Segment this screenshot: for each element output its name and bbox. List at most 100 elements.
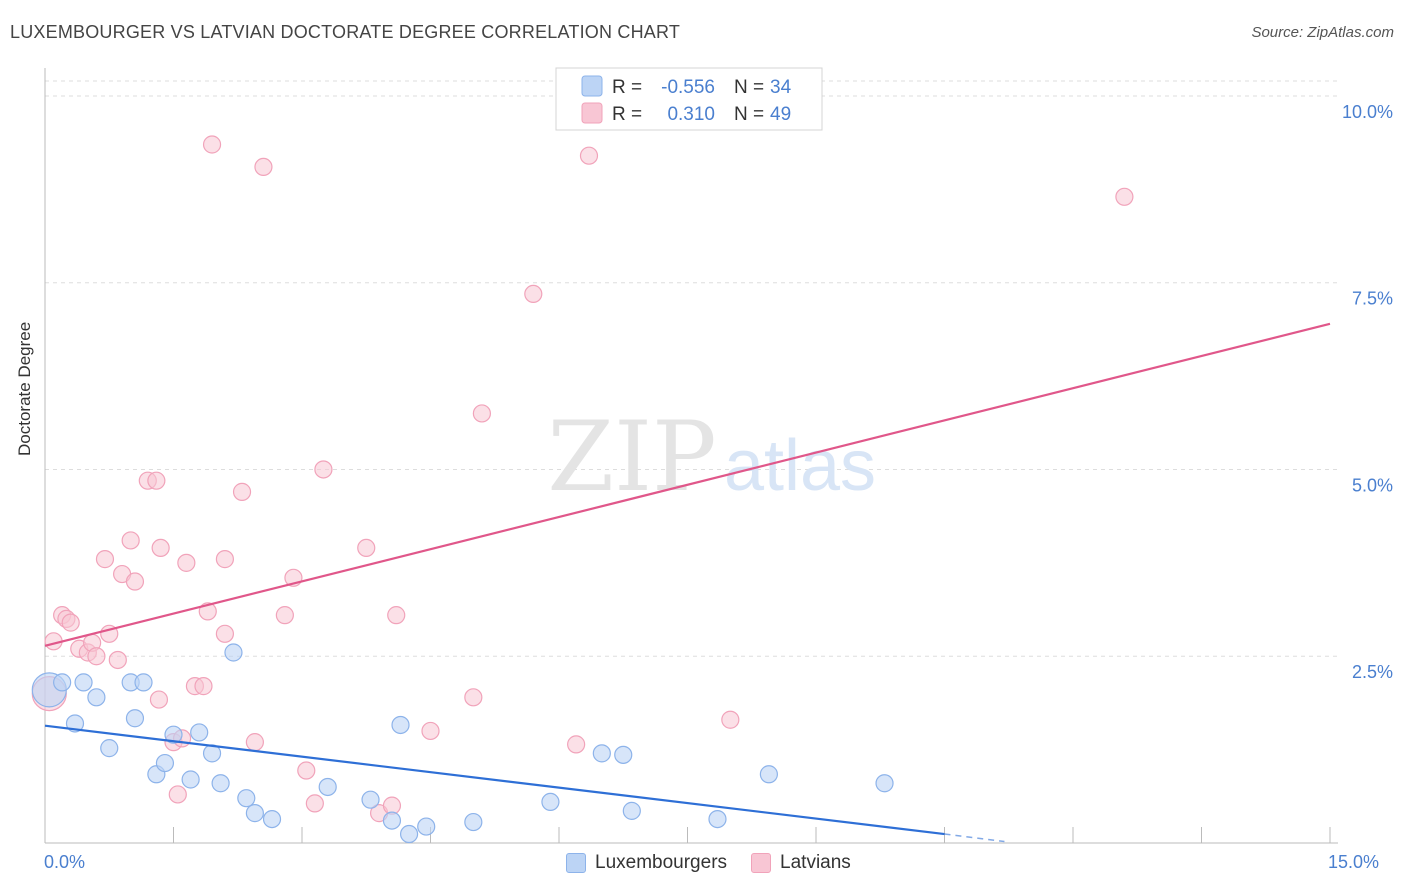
latvian-point: [125, 572, 145, 591]
watermark-zip: ZIP: [547, 401, 716, 513]
latvian-point: [579, 146, 599, 165]
luxembourger-point: [391, 715, 410, 735]
legend-label: Luxembourgers: [595, 852, 728, 873]
latvian-point: [215, 624, 234, 643]
latvian-point: [202, 135, 222, 154]
luxembourger-point: [417, 817, 436, 836]
y-tick-label: 10.0%: [1342, 102, 1393, 122]
latvian-point: [168, 785, 187, 804]
legend-item-luxembourgers[interactable]: Luxembourgers: [566, 852, 727, 874]
y-tick-label: 7.5%: [1352, 289, 1393, 309]
luxembourger-point: [164, 725, 183, 744]
stats-n-value: 49: [770, 104, 791, 125]
gridlines: [45, 80, 1338, 657]
watermark-atlas: atlas: [724, 426, 876, 506]
luxembourger-point: [759, 765, 778, 784]
latvian-point: [194, 677, 213, 696]
latvian-point: [275, 606, 294, 625]
latvian-point: [297, 761, 316, 780]
latvians-trend-line: [44, 322, 1331, 647]
y-axis-label: Doctorate Degree: [15, 321, 34, 456]
latvian-point: [421, 721, 440, 741]
latvian-point: [721, 710, 740, 729]
luxembourger-point: [464, 812, 483, 832]
luxembourger-point: [318, 777, 337, 797]
luxembourger-point: [614, 745, 633, 764]
latvian-point: [151, 538, 170, 558]
stats-n-value: 34: [770, 77, 792, 98]
latvian-point: [61, 613, 80, 632]
latvian-point: [215, 550, 234, 569]
luxembourgers-trend-line: [44, 724, 945, 836]
x-tick-label-min: 0.0%: [44, 852, 86, 872]
stats-swatch-pink: [581, 102, 603, 124]
latvian-point: [177, 553, 196, 572]
luxembourger-point: [399, 824, 419, 844]
latvian-point: [108, 650, 127, 670]
luxembourger-point: [190, 723, 209, 742]
luxembourger-point: [211, 774, 230, 793]
luxembourger-point: [125, 709, 145, 728]
luxembourger-point: [592, 744, 611, 763]
stats-n-label: N =: [734, 77, 764, 98]
luxembourger-point: [224, 643, 243, 662]
axes: [44, 68, 1338, 844]
x-tick-label-max: 15.0%: [1328, 852, 1380, 872]
latvian-point: [464, 688, 483, 707]
luxembourger-point: [53, 673, 72, 692]
legend-swatch-pink: [751, 853, 772, 873]
latvian-point: [314, 460, 333, 479]
latvian-point: [149, 690, 169, 709]
latvian-point: [147, 471, 166, 490]
luxembourger-point: [245, 804, 264, 823]
latvian-point: [387, 606, 406, 625]
luxembourgers-trend-extension: [944, 833, 1005, 843]
luxembourger-point: [74, 673, 93, 692]
trend-lines: [44, 322, 1331, 843]
luxembourger-point: [622, 801, 641, 820]
luxembourger-point: [155, 753, 175, 773]
y-tick-label: 2.5%: [1352, 662, 1393, 682]
luxembourger-point: [541, 792, 560, 812]
luxembourger-point: [708, 809, 727, 829]
latvian-point: [254, 157, 273, 177]
latvian-point: [245, 733, 264, 752]
luxembourger-point: [237, 789, 256, 808]
stats-r-label: R =: [612, 104, 642, 125]
latvian-point: [87, 647, 106, 666]
stats-r-value: 0.310: [667, 104, 715, 125]
source-credit: Source: ZipAtlas.com: [1251, 24, 1394, 41]
stats-r-value: -0.556: [661, 77, 715, 98]
luxembourger-point: [361, 790, 380, 809]
latvian-point: [472, 404, 491, 423]
luxembourger-point: [875, 774, 894, 793]
legend-label: Latvians: [780, 852, 851, 873]
chart-title: LUXEMBOURGER VS LATVIAN DOCTORATE DEGREE…: [10, 22, 681, 42]
latvian-point: [95, 550, 115, 569]
y-tick-label: 5.0%: [1352, 475, 1393, 495]
latvian-point: [567, 735, 586, 754]
watermark: ZIP atlas: [547, 401, 876, 513]
legend-swatch-blue: [566, 853, 586, 873]
latvian-point: [305, 794, 324, 813]
luxembourger-point: [134, 673, 153, 692]
latvian-point: [1115, 187, 1134, 206]
stats-legend: R = -0.556 N = 34 R = 0.310 N = 49: [555, 67, 823, 131]
luxembourger-point: [100, 739, 119, 758]
latvian-point: [232, 482, 252, 501]
luxembourger-point: [181, 770, 200, 789]
y-tick-labels: 2.5% 5.0% 7.5% 10.0%: [1342, 102, 1393, 682]
latvian-point: [357, 538, 376, 558]
stats-n-label: N =: [734, 104, 764, 125]
series-legend: Luxembourgers Latvians: [566, 852, 851, 874]
luxembourgers-points: [31, 643, 894, 844]
latvian-point: [121, 531, 140, 550]
latvian-point: [524, 284, 543, 304]
luxembourger-point: [262, 809, 282, 829]
luxembourger-point: [87, 688, 106, 707]
legend-item-latvians[interactable]: Latvians: [751, 852, 851, 874]
luxembourger-point: [382, 811, 402, 830]
stats-swatch-blue: [581, 75, 603, 97]
stats-r-label: R =: [612, 77, 642, 98]
